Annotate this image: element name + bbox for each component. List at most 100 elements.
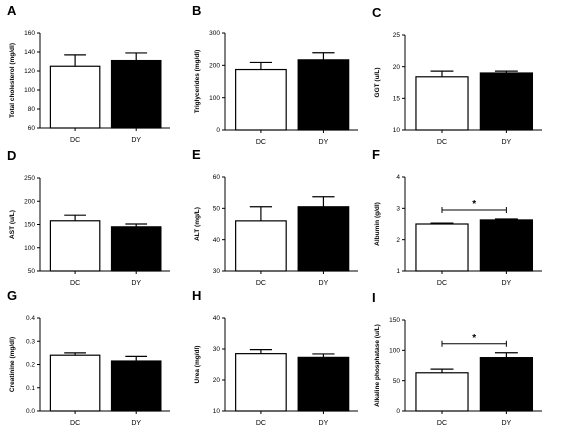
bar-dc: [415, 223, 469, 272]
y-tick-label: 0.4: [26, 315, 35, 322]
y-tick-label: 30: [213, 268, 221, 275]
y-tick-label: 25: [393, 32, 401, 39]
y-axis-label: Total cholesterol (mg/dl): [9, 43, 16, 118]
panel-h: H 10 20 30 40 Urea (mg/dl) DC DY: [192, 288, 358, 427]
panel-a: A 60 80 100 120 140 160 Total cholesterol (mg/d…: [7, 3, 170, 144]
panel-letter: G: [7, 288, 17, 303]
bar-dc: [49, 354, 101, 412]
bar-dc: [235, 68, 287, 131]
y-tick-label: 100: [24, 87, 35, 94]
x-tick-label: DC: [70, 420, 80, 427]
y-tick-label: 140: [24, 49, 35, 56]
bar-dc: [49, 220, 101, 272]
bar-dy: [479, 72, 534, 131]
panel-c: C 10 15 20 25 GGT (u/L) DC DY: [372, 5, 542, 146]
y-tick-label: 250: [24, 175, 35, 182]
y-tick-label: 200: [24, 198, 35, 205]
y-tick-label: 3: [396, 206, 400, 213]
panel-letter: F: [372, 147, 380, 162]
x-tick-label: DC: [70, 137, 80, 144]
panel-letter: I: [372, 290, 376, 305]
x-tick-label: DC: [256, 139, 266, 146]
bar-dc: [235, 353, 287, 412]
y-tick-label: 60: [28, 125, 36, 132]
panel-letter: E: [192, 147, 201, 162]
bar-dy: [110, 226, 162, 272]
y-tick-label: 100: [24, 245, 35, 252]
x-tick-label: DY: [131, 420, 141, 427]
x-tick-label: DY: [319, 420, 329, 427]
significance-marker: *: [472, 199, 476, 210]
y-tick-label: 20: [393, 64, 401, 71]
y-tick-label: 0.3: [26, 338, 35, 345]
y-tick-label: 4: [396, 174, 400, 181]
y-tick-label: 2: [396, 237, 400, 244]
y-tick-label: 0.0: [26, 408, 35, 415]
y-axis-label: Creatinine (mg/dl): [9, 337, 16, 392]
y-axis-label: Triglycerides (mg/dl): [194, 50, 201, 114]
panel-letter: D: [7, 148, 16, 163]
bar-dy: [479, 219, 534, 272]
y-tick-label: 150: [24, 222, 35, 229]
y-tick-label: 40: [213, 237, 221, 244]
y-tick-label: 0.2: [26, 362, 35, 369]
y-axis-label: AST (u/L): [9, 210, 16, 239]
y-tick-label: 80: [28, 106, 36, 113]
y-tick-label: 0.1: [26, 385, 35, 392]
y-tick-label: 120: [24, 68, 35, 75]
y-tick-label: 10: [213, 408, 221, 415]
y-tick-label: 60: [213, 174, 221, 181]
x-tick-label: DY: [131, 137, 141, 144]
panel-e: E 30 40 50 60 ALT (mg/L) DC DY: [192, 147, 358, 287]
bar-dc: [415, 372, 469, 412]
x-tick-label: DY: [319, 139, 329, 146]
y-tick-label: 10: [393, 127, 401, 134]
panel-f: F 1 2 3 4 Albumin (g/dl) DC DY *: [372, 147, 542, 287]
y-tick-label: 50: [393, 378, 401, 385]
y-tick-label: 100: [389, 348, 400, 355]
x-tick-label: DY: [502, 280, 512, 287]
y-tick-label: 30: [213, 346, 221, 353]
x-tick-label: DC: [70, 280, 80, 287]
bar-dy: [479, 357, 534, 412]
panel-letter: A: [7, 3, 17, 18]
y-axis-label: Urea (mg/dl): [194, 346, 201, 384]
panel-letter: H: [192, 288, 201, 303]
bar-dy: [297, 206, 350, 272]
bar-dc: [235, 220, 287, 272]
x-tick-label: DY: [131, 280, 141, 287]
y-tick-label: 40: [213, 315, 221, 322]
panel-i: I 0 50 100 150 Alkaline phosphatase (u/L) DC DY…: [372, 290, 542, 427]
y-tick-label: 160: [24, 30, 35, 37]
y-tick-label: 200: [209, 63, 220, 70]
y-axis-label: Alkaline phosphatase (u/L): [374, 324, 381, 407]
bar-dc: [49, 65, 101, 129]
x-tick-label: DC: [256, 420, 266, 427]
panel-b: B 0 100 200 300 Triglycerides (mg/dl) DC DY: [192, 3, 358, 146]
y-tick-label: 0: [396, 408, 400, 415]
x-tick-label: DC: [437, 280, 447, 287]
x-tick-label: DY: [319, 280, 329, 287]
y-tick-label: 1: [396, 268, 400, 275]
x-tick-label: DC: [437, 139, 447, 146]
x-tick-label: DC: [437, 420, 447, 427]
panel-d: D 50 100 150 200 250 AST (u/L) DC DY: [7, 148, 170, 287]
bar-dc: [415, 76, 469, 131]
panel-letter: B: [192, 3, 201, 18]
y-tick-label: 15: [393, 96, 401, 103]
y-axis-label: GGT (u/L): [374, 68, 381, 98]
y-tick-label: 0: [216, 127, 220, 134]
panel-letter: C: [372, 5, 382, 20]
x-tick-label: DY: [502, 420, 512, 427]
y-axis-label: ALT (mg/L): [194, 207, 201, 241]
y-tick-label: 20: [213, 377, 221, 384]
bar-dy: [110, 59, 162, 129]
bar-dy: [110, 360, 162, 412]
panel-g: G 0.0 0.1 0.2 0.3 0.4 Creatinine (mg/dl) DC DY: [7, 288, 170, 427]
y-tick-label: 100: [209, 95, 220, 102]
bar-dy: [297, 59, 350, 131]
y-tick-label: 150: [389, 317, 400, 324]
y-tick-label: 300: [209, 30, 220, 37]
y-axis-label: Albumin (g/dl): [374, 202, 381, 246]
